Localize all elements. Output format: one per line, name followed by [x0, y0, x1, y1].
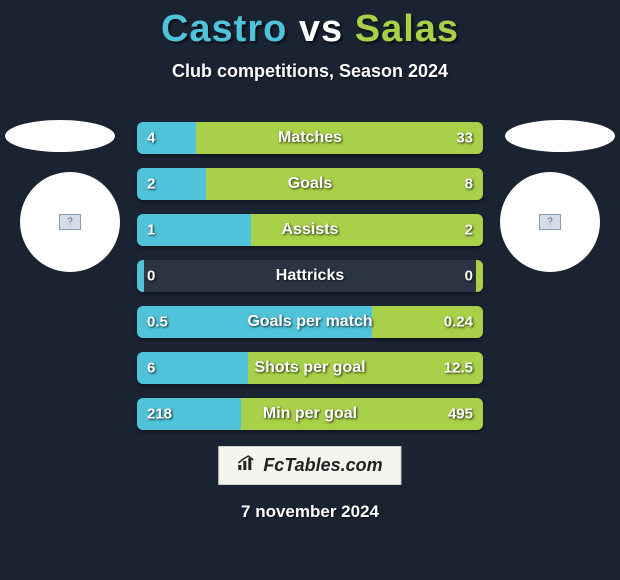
bar-left	[137, 122, 196, 154]
stat-row: 6 12.5 Shots per goal	[137, 352, 483, 384]
image-placeholder-icon	[539, 214, 561, 230]
stat-label: Shots per goal	[254, 359, 365, 377]
stat-value-left: 6	[147, 360, 155, 377]
stat-value-right: 0.24	[444, 314, 473, 331]
player2-name: Salas	[355, 8, 459, 50]
chart-icon	[237, 455, 257, 476]
bar-right	[206, 168, 483, 200]
stat-value-left: 0.5	[147, 314, 168, 331]
stat-label: Assists	[282, 221, 339, 239]
date-label: 7 november 2024	[241, 502, 379, 522]
stat-value-right: 2	[465, 222, 473, 239]
stat-value-left: 1	[147, 222, 155, 239]
player1-avatar	[20, 172, 120, 272]
stat-row: 2 8 Goals	[137, 168, 483, 200]
stat-value-left: 4	[147, 130, 155, 147]
stat-value-right: 33	[456, 130, 473, 147]
player1-badge-oval	[5, 120, 115, 152]
stat-value-right: 12.5	[444, 360, 473, 377]
stat-label: Goals per match	[247, 313, 372, 331]
stat-value-left: 2	[147, 176, 155, 193]
stat-value-right: 0	[465, 268, 473, 285]
stat-row: 0 0 Hattricks	[137, 260, 483, 292]
stat-value-right: 495	[448, 406, 473, 423]
stat-value-right: 8	[465, 176, 473, 193]
stat-row: 1 2 Assists	[137, 214, 483, 246]
stats-list: 4 33 Matches 2 8 Goals 1 2 Assists 0 0 Hattricks 0.5…	[137, 122, 483, 444]
subtitle: Club competitions, Season 2024	[0, 61, 620, 82]
player1-name: Castro	[161, 8, 287, 50]
watermark: FcTables.com	[218, 446, 401, 485]
stat-row: 4 33 Matches	[137, 122, 483, 154]
stat-row: 0.5 0.24 Goals per match	[137, 306, 483, 338]
stat-row: 218 495 Min per goal	[137, 398, 483, 430]
watermark-text: FcTables.com	[263, 455, 382, 476]
comparison-title: Castro vs Salas	[0, 0, 620, 51]
stat-value-left: 0	[147, 268, 155, 285]
stat-label: Min per goal	[263, 405, 357, 423]
stat-label: Matches	[278, 129, 342, 147]
player2-badge-oval	[505, 120, 615, 152]
vs-separator: vs	[299, 8, 343, 50]
bar-left	[137, 260, 144, 292]
stat-value-left: 218	[147, 406, 172, 423]
stat-label: Goals	[288, 175, 332, 193]
image-placeholder-icon	[59, 214, 81, 230]
stat-label: Hattricks	[276, 267, 344, 285]
bar-right	[476, 260, 483, 292]
player2-avatar	[500, 172, 600, 272]
